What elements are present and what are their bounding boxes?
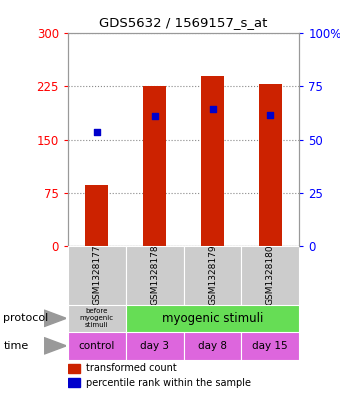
Bar	[68, 378, 80, 387]
Bar	[126, 332, 184, 360]
Bar	[126, 246, 184, 305]
Text: percentile rank within the sample: percentile rank within the sample	[86, 378, 252, 388]
Bar	[184, 246, 241, 305]
Text: GSM1328179: GSM1328179	[208, 245, 217, 305]
Bar	[184, 332, 241, 360]
Text: protocol: protocol	[3, 313, 49, 323]
Bar	[68, 332, 126, 360]
Bar	[143, 86, 166, 246]
Polygon shape	[44, 338, 66, 354]
Point	[210, 106, 215, 112]
Text: control: control	[79, 341, 115, 351]
Bar	[68, 246, 126, 305]
Text: GSM1328178: GSM1328178	[150, 245, 159, 305]
Bar	[126, 305, 299, 332]
Text: day 8: day 8	[198, 341, 227, 351]
Polygon shape	[44, 310, 66, 327]
Point	[94, 129, 100, 136]
Text: time: time	[3, 341, 29, 351]
Bar	[68, 364, 80, 373]
Point	[268, 112, 273, 118]
Bar	[201, 76, 224, 246]
Text: GSM1328180: GSM1328180	[266, 245, 275, 305]
Bar	[68, 305, 126, 332]
Text: myogenic stimuli: myogenic stimuli	[162, 312, 263, 325]
Point	[152, 113, 157, 119]
Title: GDS5632 / 1569157_s_at: GDS5632 / 1569157_s_at	[99, 17, 268, 29]
Text: transformed count: transformed count	[86, 364, 177, 373]
Bar	[241, 332, 299, 360]
Bar	[85, 185, 108, 246]
Text: GSM1328177: GSM1328177	[92, 245, 101, 305]
Text: day 3: day 3	[140, 341, 169, 351]
Bar	[259, 84, 282, 246]
Text: day 15: day 15	[253, 341, 288, 351]
Text: before
myogenic
stimuli: before myogenic stimuli	[80, 309, 114, 328]
Bar	[241, 246, 299, 305]
